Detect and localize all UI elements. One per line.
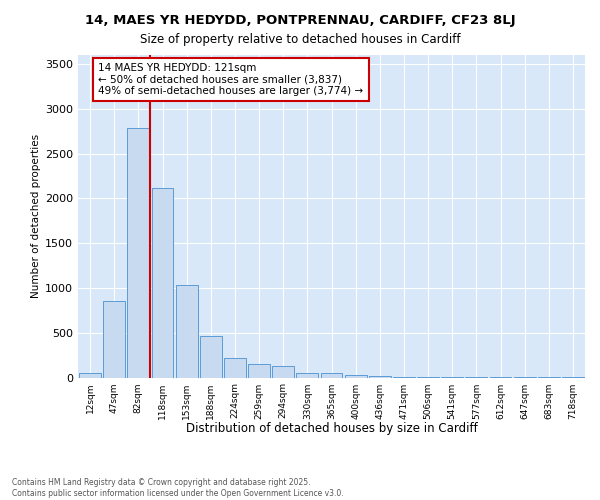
Bar xyxy=(248,364,270,378)
Text: Size of property relative to detached houses in Cardiff: Size of property relative to detached ho… xyxy=(140,32,460,46)
Bar xyxy=(200,336,221,378)
Text: Contains HM Land Registry data © Crown copyright and database right 2025.
Contai: Contains HM Land Registry data © Crown c… xyxy=(12,478,344,498)
Bar xyxy=(79,372,101,378)
Bar xyxy=(224,358,246,378)
Bar xyxy=(176,285,197,378)
Bar xyxy=(272,366,294,378)
Y-axis label: Number of detached properties: Number of detached properties xyxy=(31,134,41,298)
Bar xyxy=(152,188,173,378)
Bar xyxy=(345,375,367,378)
Bar xyxy=(127,128,149,378)
X-axis label: Distribution of detached houses by size in Cardiff: Distribution of detached houses by size … xyxy=(185,422,478,434)
Bar xyxy=(369,376,391,378)
Bar xyxy=(296,372,318,378)
Bar xyxy=(103,302,125,378)
Bar xyxy=(320,374,343,378)
Text: 14 MAES YR HEDYDD: 121sqm
← 50% of detached houses are smaller (3,837)
49% of se: 14 MAES YR HEDYDD: 121sqm ← 50% of detac… xyxy=(98,63,364,96)
Text: 14, MAES YR HEDYDD, PONTPRENNAU, CARDIFF, CF23 8LJ: 14, MAES YR HEDYDD, PONTPRENNAU, CARDIFF… xyxy=(85,14,515,27)
Bar xyxy=(393,376,415,378)
